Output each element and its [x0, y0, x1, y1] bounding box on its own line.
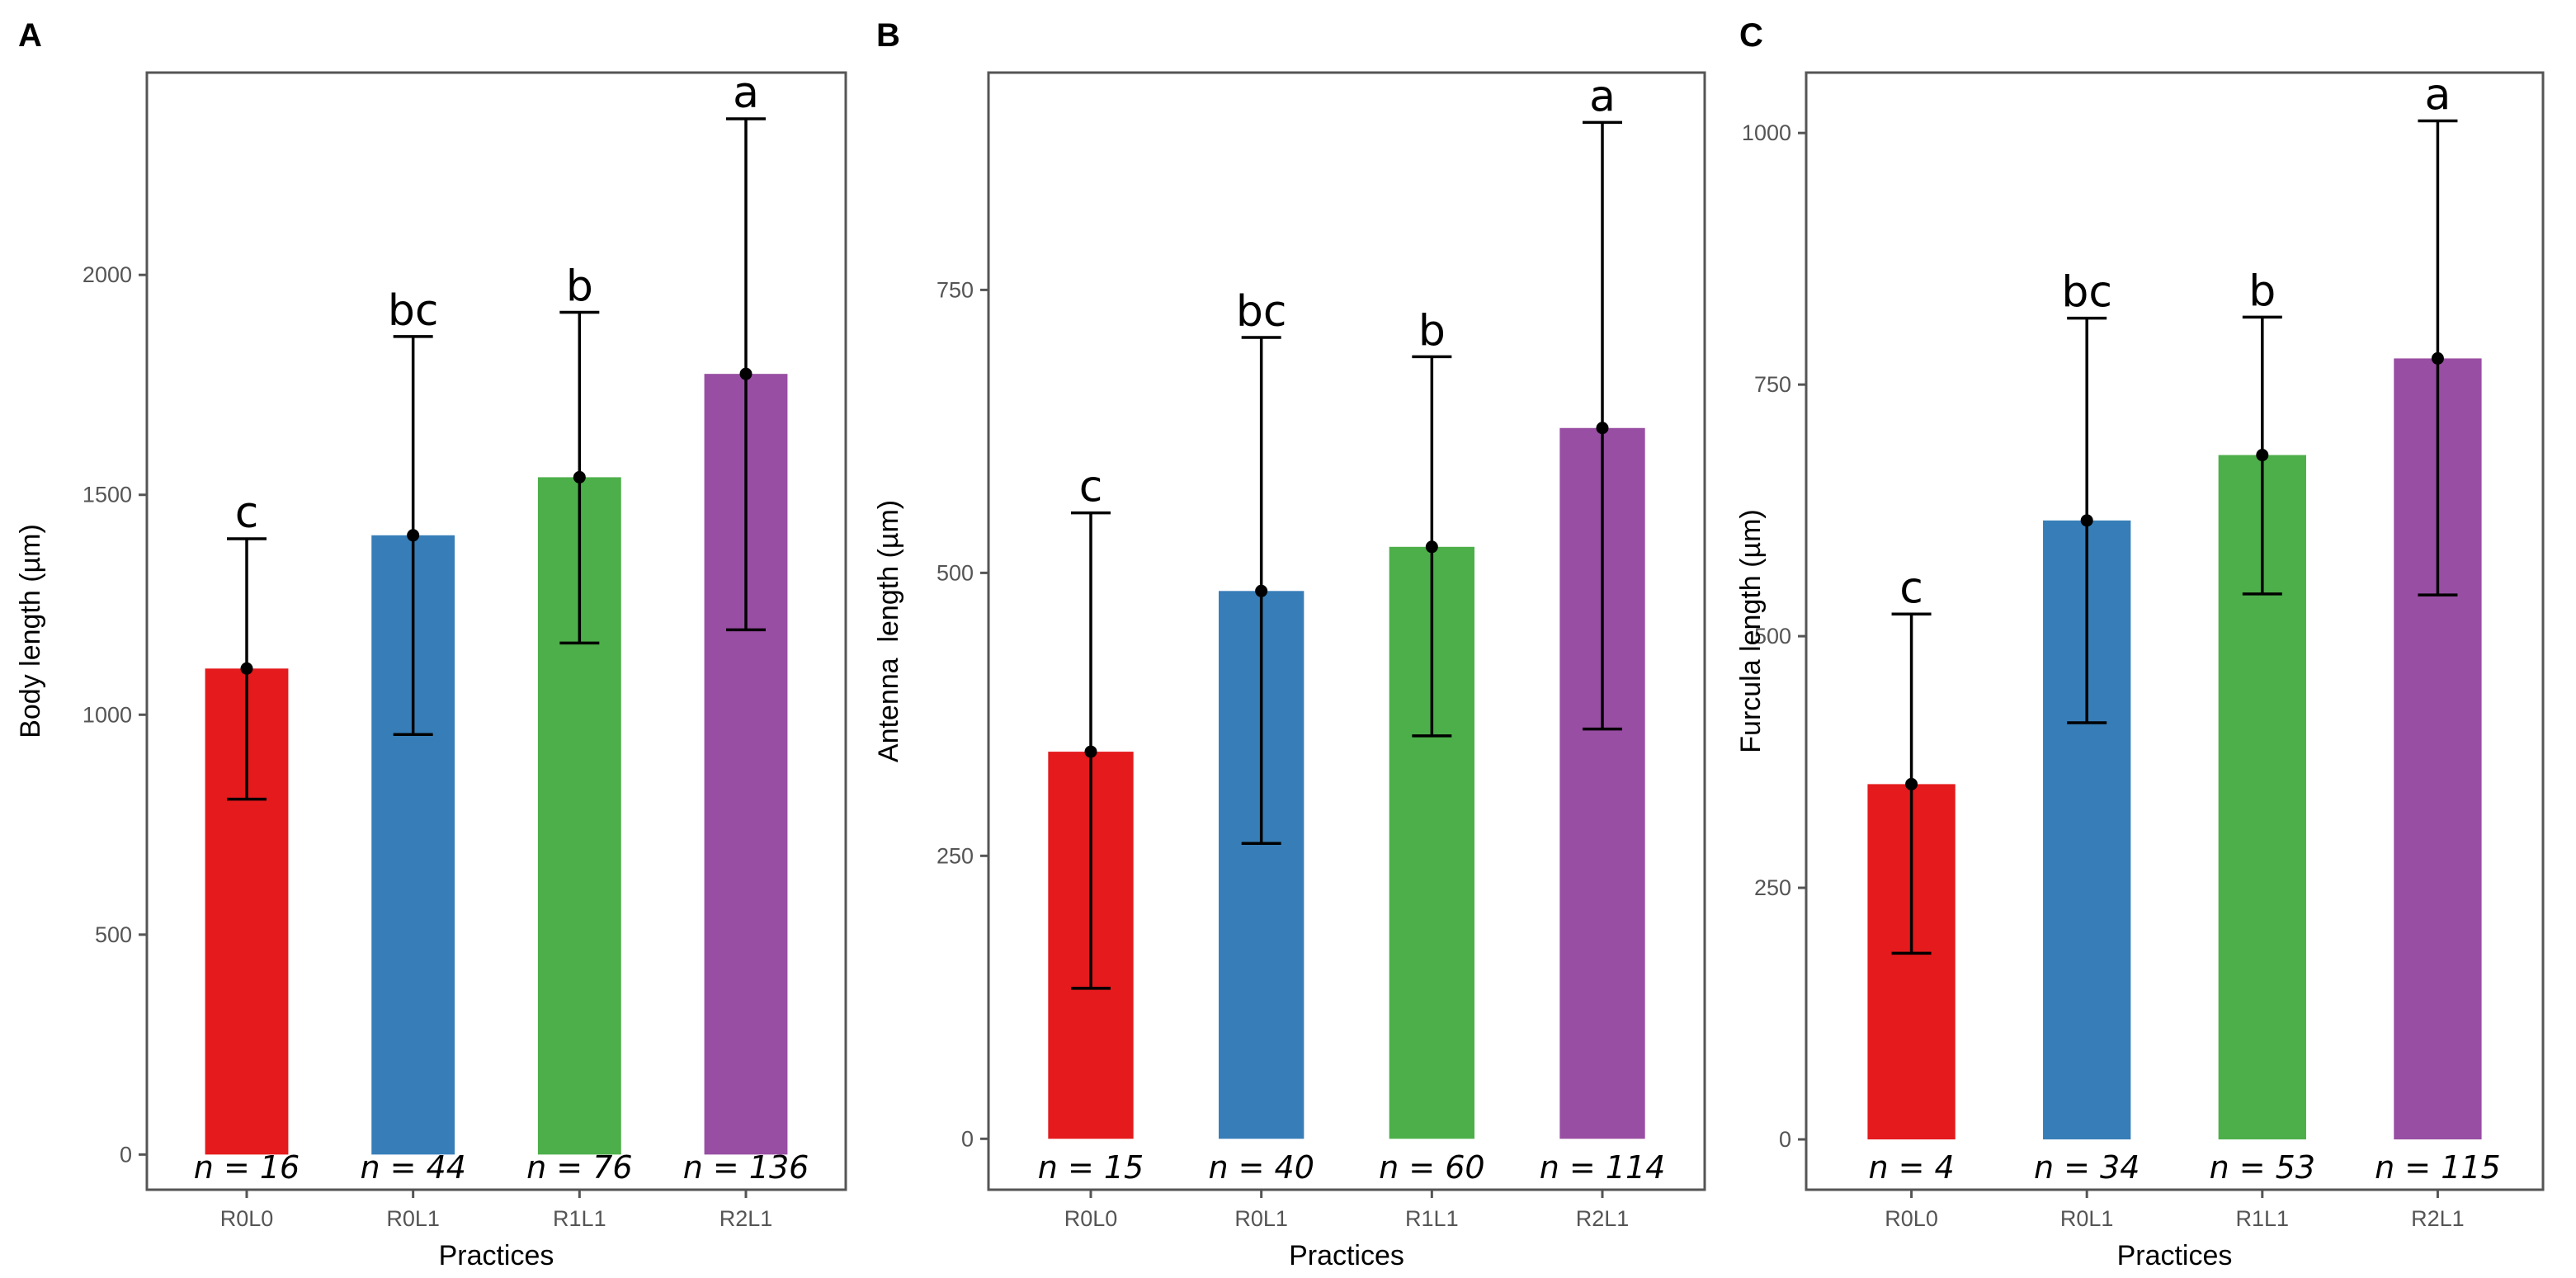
n-label: n = 16	[194, 1149, 300, 1186]
y-tick-label: 250	[1754, 875, 1791, 900]
n-label: n = 15	[1038, 1149, 1144, 1186]
x-tick-label: R0L0	[1064, 1206, 1118, 1231]
plot-frame	[145, 71, 847, 1191]
significance-letter: bc	[1236, 287, 1287, 337]
panel-c: Cc bc b a n = 4 n = 34 n = 53 n = 115 0 250 500 750…	[1735, 17, 2545, 1271]
mean-point	[2080, 514, 2093, 527]
y-tick-label: 1500	[83, 483, 132, 507]
x-axis-title: Practices	[1289, 1240, 1404, 1271]
x-tick-label: R0L1	[1234, 1206, 1288, 1231]
x-tick-label: R0L0	[1885, 1206, 1938, 1231]
mean-point	[1255, 584, 1268, 597]
n-label: n = 34	[2034, 1149, 2140, 1186]
x-tick-label: R0L1	[386, 1206, 440, 1231]
x-tick-label: R2L1	[1576, 1206, 1630, 1231]
n-label: n = 115	[2375, 1149, 2501, 1186]
significance-letter: b	[1418, 306, 1446, 356]
n-label: n = 44	[360, 1149, 465, 1186]
significance-letter: b	[2248, 266, 2276, 316]
significance-letter: a	[2424, 71, 2451, 120]
y-tick-label: 1000	[1742, 120, 1791, 145]
significance-letter: c	[1079, 463, 1103, 512]
n-label: n = 76	[526, 1149, 632, 1186]
y-tick-label: 500	[95, 922, 132, 947]
significance-letter: c	[1899, 564, 1923, 613]
x-tick-label: R1L1	[2236, 1206, 2290, 1231]
y-axis-title: Furcula length (µm)	[1735, 509, 1767, 752]
mean-point	[1084, 745, 1097, 758]
plot-frame	[987, 71, 1706, 1191]
mean-point	[573, 470, 586, 483]
mean-point	[1425, 540, 1438, 554]
mean-point	[1596, 422, 1609, 435]
y-tick-label: 750	[937, 277, 974, 302]
y-tick-label: 2000	[83, 262, 132, 287]
y-axis-title: Body length (µm)	[15, 524, 46, 738]
n-label: n = 40	[1208, 1149, 1314, 1186]
panel-b: Bc bc b a n = 15 n = 40 n = 60 n = 114 0 250 500 75…	[873, 17, 1706, 1271]
significance-letter: a	[733, 68, 759, 118]
panel-letter: A	[18, 17, 42, 54]
x-tick-label: R1L1	[553, 1206, 606, 1231]
y-tick-label: 1000	[83, 702, 132, 727]
x-tick-label: R2L1	[2411, 1206, 2465, 1231]
significance-letter: bc	[388, 286, 439, 336]
mean-point	[407, 529, 420, 542]
y-tick-label: 250	[937, 843, 974, 868]
x-tick-label: R1L1	[1405, 1206, 1459, 1231]
significance-letter: a	[1589, 72, 1616, 121]
mean-point	[2256, 449, 2269, 462]
y-tick-label: 0	[120, 1142, 132, 1167]
panel-letter: B	[876, 17, 900, 54]
mean-point	[240, 662, 253, 675]
n-label: n = 4	[1868, 1149, 1954, 1186]
n-label: n = 114	[1540, 1149, 1666, 1186]
y-axis-title: Antenna length (µm)	[873, 500, 904, 762]
x-tick-label: R0L1	[2060, 1206, 2114, 1231]
significance-letter: c	[235, 488, 259, 538]
panel-a: Ac bc b a n = 16 n = 44 n = 76 n = 136 0 500 1000 1…	[15, 17, 847, 1271]
x-tick-label: R0L0	[220, 1206, 274, 1231]
n-label: n = 53	[2210, 1149, 2315, 1186]
mean-point	[739, 367, 753, 380]
x-tick-label: R2L1	[719, 1206, 773, 1231]
mean-point	[1905, 777, 1918, 790]
y-tick-label: 500	[1754, 624, 1791, 648]
y-tick-label: 750	[1754, 372, 1791, 397]
y-tick-label: 0	[1779, 1127, 1791, 1152]
n-label: n = 136	[683, 1149, 809, 1186]
y-tick-label: 500	[937, 560, 974, 585]
plot-frame	[1805, 71, 2545, 1191]
significance-letter: b	[566, 262, 593, 312]
panel-letter: C	[1739, 17, 1763, 54]
mean-point	[2431, 351, 2444, 365]
y-tick-label: 0	[961, 1126, 974, 1151]
x-axis-title: Practices	[2117, 1240, 2233, 1271]
n-label: n = 60	[1379, 1149, 1484, 1186]
x-axis-title: Practices	[439, 1240, 554, 1271]
significance-letter: bc	[2061, 268, 2112, 318]
